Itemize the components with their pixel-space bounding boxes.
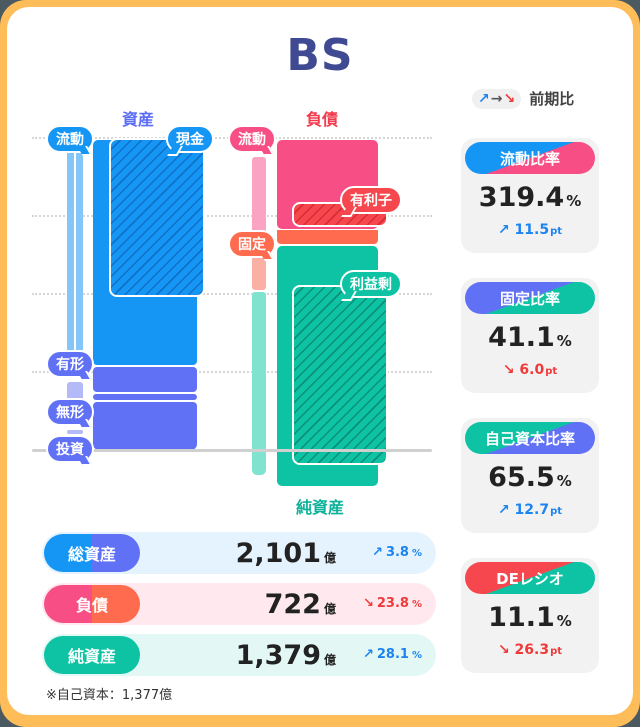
page-title: BS <box>286 30 354 81</box>
ratio-card-equity: 自己資本比率 65.5% ↗ 12.7pt <box>461 418 599 533</box>
arrow-right-icon: → <box>490 90 503 107</box>
legend-label: 前期比 <box>529 90 575 108</box>
value-unit: % <box>556 612 572 630</box>
change-number: 3.8 <box>385 545 409 560</box>
change-unit: pt <box>550 646 563 657</box>
change-number: 23.8 <box>376 596 409 611</box>
arrow-down-icon: ↘ <box>503 90 516 107</box>
change-number: 12.7 <box>514 502 550 518</box>
ratio-card-de: DEレシオ 11.1% ↘ 26.3pt <box>461 558 599 673</box>
value-number: 722 <box>264 589 321 620</box>
row-value: 2,101 億 <box>236 538 336 569</box>
ratio-label: 固定比率 <box>465 282 595 314</box>
ratio-label: 流動比率 <box>465 142 595 174</box>
arrow-up-icon: ↗ <box>372 545 383 560</box>
row-label: 純資産 <box>44 636 140 674</box>
change-number: 26.3 <box>514 642 550 658</box>
row-value: 1,379 億 <box>236 640 336 671</box>
tag-intangible: 無形 <box>46 398 94 426</box>
liabilities-label: 負債 <box>306 110 339 129</box>
change-unit: pt <box>550 506 563 517</box>
row-label: 総資産 <box>44 534 140 572</box>
asset-invest-thin-bar <box>67 430 83 434</box>
equity-note: ※自己資本：1,377億 <box>46 688 173 703</box>
ratio-label: DEレシオ <box>465 562 595 594</box>
value-number: 1,379 <box>235 640 321 671</box>
ratio-change: ↘ 6.0pt <box>461 362 599 378</box>
tag-retained-earnings: 利益剰 <box>340 270 402 298</box>
value-unit: 億 <box>323 551 336 565</box>
change-unit: % <box>411 650 422 661</box>
ratio-card-fixed: 固定比率 41.1% ↘ 6.0pt <box>461 278 599 393</box>
change-unit: pt <box>550 226 563 237</box>
assets-label: 資産 <box>122 110 155 129</box>
liab-fixed-bar <box>277 230 378 244</box>
investment-bar <box>93 402 197 450</box>
summary-row-liabilities: 負債 722 億 ↘ 23.8% <box>42 583 436 625</box>
ratio-value: 65.5% <box>461 462 599 493</box>
arrow-up-icon: ↗ <box>497 222 510 238</box>
ratio-value: 319.4% <box>461 182 599 213</box>
change-number: 11.5 <box>514 222 550 238</box>
ratio-label: 自己資本比率 <box>465 422 595 454</box>
tag-investment: 投資 <box>46 435 94 463</box>
gridline <box>32 371 432 373</box>
legend: ↗ → ↘ 前期比 <box>472 88 574 109</box>
value-number: 319.4 <box>478 182 565 213</box>
change-unit: pt <box>545 366 558 377</box>
tag-liab-current: 流動 <box>228 125 276 153</box>
value-unit: % <box>566 192 582 210</box>
gridline <box>32 293 432 295</box>
value-unit: 億 <box>323 653 336 667</box>
ratio-change: ↗ 12.7pt <box>461 502 599 518</box>
tag-tangible: 有形 <box>46 350 94 378</box>
row-label: 負債 <box>44 585 140 623</box>
gridline <box>32 215 432 217</box>
ratio-card-current: 流動比率 319.4% ↗ 11.5pt <box>461 138 599 253</box>
value-unit: 億 <box>323 602 336 616</box>
divider <box>74 140 76 366</box>
ratio-value: 41.1% <box>461 322 599 353</box>
arrow-up-icon: ↗ <box>362 647 374 662</box>
tangible-bar <box>93 367 197 392</box>
arrow-down-icon: ↘ <box>362 596 374 611</box>
change-number: 28.1 <box>376 647 409 662</box>
row-change: ↗ 3.8% <box>372 545 422 560</box>
summary-row-net-assets: 純資産 1,379 億 ↗ 28.1% <box>42 634 436 676</box>
baseline <box>32 449 432 452</box>
summary-row-total-assets: 総資産 2,101 億 ↗ 3.8% <box>42 532 436 574</box>
change-unit: % <box>411 548 422 559</box>
arrow-down-icon: ↘ <box>502 362 515 378</box>
value-unit: % <box>556 332 572 350</box>
value-number: 65.5 <box>488 462 555 493</box>
cash-bar <box>109 138 205 297</box>
arrow-down-icon: ↘ <box>497 642 510 658</box>
row-change: ↘ 23.8% <box>363 596 422 611</box>
value-number: 2,101 <box>235 538 321 569</box>
change-unit: % <box>411 599 422 610</box>
arrow-up-icon: ↗ <box>497 502 510 518</box>
change-number: 6.0 <box>519 362 545 378</box>
equity-thin-bar <box>252 292 266 475</box>
value-number: 41.1 <box>488 322 555 353</box>
row-value: 722 億 <box>265 589 336 620</box>
ratio-change: ↗ 11.5pt <box>461 222 599 238</box>
arrow-up-icon: ↗ <box>478 90 490 107</box>
tag-cash: 現金 <box>166 125 214 153</box>
intangible-bar <box>93 394 197 400</box>
ratio-value: 11.1% <box>461 602 599 633</box>
tag-liab-fixed: 固定 <box>228 230 276 258</box>
tag-interest-bearing: 有利子 <box>340 186 402 214</box>
value-unit: % <box>556 472 572 490</box>
row-change: ↗ 28.1% <box>363 647 422 662</box>
liab-current-thin-bar <box>252 157 266 234</box>
tag-asset-current: 流動 <box>46 125 94 153</box>
value-number: 11.1 <box>488 602 555 633</box>
ratio-change: ↘ 26.3pt <box>461 642 599 658</box>
equity-label: 純資産 <box>296 498 345 517</box>
retained-earnings-bar <box>292 285 388 465</box>
legend-arrows: ↗ → ↘ <box>472 88 522 109</box>
